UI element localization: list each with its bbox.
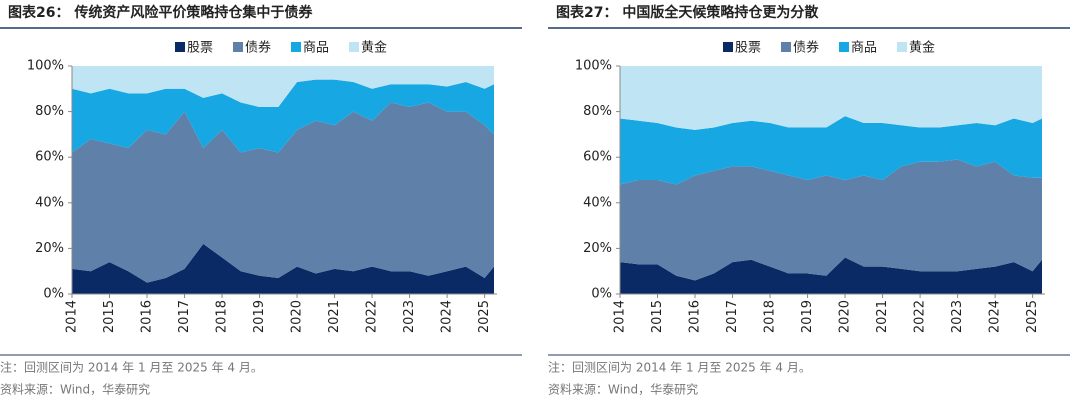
area xyxy=(72,243,494,294)
legend-label: 黄金 xyxy=(909,40,935,56)
y-tick-label: 60% xyxy=(35,150,64,165)
x-tick-label: 2014 xyxy=(613,300,628,333)
x-tick-label: 2016 xyxy=(140,300,155,333)
x-tick-label: 2022 xyxy=(365,300,380,333)
legend-label: 黄金 xyxy=(361,40,387,56)
x-tick-label: 2025 xyxy=(1025,300,1040,333)
y-tick-label: 100% xyxy=(27,59,64,74)
y-tick-label: 100% xyxy=(575,59,612,74)
area xyxy=(620,116,1042,185)
area xyxy=(72,79,494,153)
legend-label: 股票 xyxy=(187,41,213,56)
x-tick-label: 2015 xyxy=(102,300,117,333)
legend-swatch xyxy=(781,42,791,52)
legend-label: 债券 xyxy=(245,40,271,56)
source: 资料来源：Wind，华泰研究 xyxy=(548,382,698,397)
x-tick-label: 2017 xyxy=(725,300,740,333)
x-tick-label: 2017 xyxy=(177,300,192,333)
y-tick-label: 0% xyxy=(43,287,64,302)
legend-swatch xyxy=(233,42,243,52)
y-tick-label: 60% xyxy=(583,150,612,165)
area xyxy=(72,66,494,108)
legend-label: 股票 xyxy=(735,41,761,56)
x-tick-label: 2020 xyxy=(838,300,853,333)
x-tick-label: 2018 xyxy=(215,300,230,333)
y-tick-label: 80% xyxy=(35,104,64,119)
x-tick-label: 2021 xyxy=(875,300,890,333)
x-tick-label: 2016 xyxy=(688,300,703,333)
area xyxy=(72,102,494,283)
chart-title: 图表26： 传统资产风险平价策略持仓集中于债券 xyxy=(8,4,313,21)
legend-label: 商品 xyxy=(851,41,877,56)
area xyxy=(620,66,1042,130)
legend-swatch xyxy=(839,42,849,52)
source: 资料来源：Wind，华泰研究 xyxy=(0,382,150,397)
x-tick-label: 2025 xyxy=(477,300,492,333)
x-tick-label: 2018 xyxy=(763,300,778,333)
x-tick-label: 2024 xyxy=(988,300,1003,333)
note: 注：回测区间为 2014 年 1 月至 2025 年 4 月。 xyxy=(548,360,811,375)
legend-swatch xyxy=(291,42,301,52)
y-tick-label: 20% xyxy=(583,241,612,256)
legend-swatch xyxy=(897,42,907,52)
y-tick-label: 0% xyxy=(591,287,612,302)
x-tick-label: 2015 xyxy=(650,300,665,333)
area xyxy=(620,257,1042,294)
legend-swatch xyxy=(175,42,185,52)
legend-label: 商品 xyxy=(303,41,329,56)
legend-label: 债券 xyxy=(793,40,819,56)
legend-swatch xyxy=(723,42,733,52)
x-tick-label: 2019 xyxy=(252,300,267,333)
x-tick-label: 2022 xyxy=(913,300,928,333)
area xyxy=(620,159,1042,281)
x-tick-label: 2023 xyxy=(402,300,417,333)
x-tick-label: 2024 xyxy=(440,300,455,333)
legend-swatch xyxy=(349,42,359,52)
x-tick-label: 2014 xyxy=(65,300,80,333)
y-tick-label: 40% xyxy=(35,195,64,210)
x-tick-label: 2020 xyxy=(290,300,305,333)
y-tick-label: 40% xyxy=(583,195,612,210)
x-tick-label: 2023 xyxy=(950,300,965,333)
note: 注：回测区间为 2014 年 1 月至 2025 年 4 月。 xyxy=(0,360,263,375)
y-tick-label: 20% xyxy=(35,241,64,256)
y-tick-label: 80% xyxy=(583,104,612,119)
x-tick-label: 2019 xyxy=(800,300,815,333)
x-tick-label: 2021 xyxy=(327,300,342,333)
chart-title: 图表27： 中国版全天候策略持仓更为分散 xyxy=(556,4,819,21)
